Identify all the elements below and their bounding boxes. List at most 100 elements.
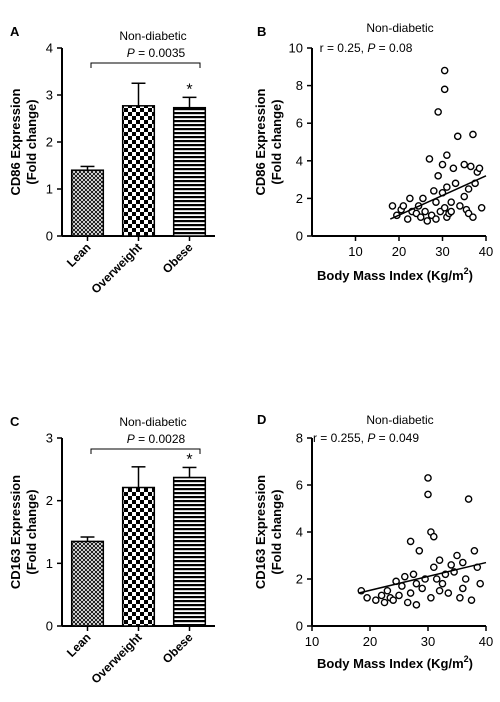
y-tick-label: 2 bbox=[296, 572, 303, 587]
y-tick-label: 8 bbox=[296, 78, 303, 93]
scatter-point bbox=[466, 162, 475, 171]
scatter-point bbox=[464, 495, 473, 503]
panel-D-scatter-plot: 0 2 4 6 8 CD163 Expression (Fold change) D Non-d… bbox=[253, 412, 493, 671]
scatter-point bbox=[469, 213, 477, 221]
x-axis-label: Body Mass Index (Kg/m2) bbox=[317, 266, 473, 283]
panel-title: Non-diabetic bbox=[366, 21, 433, 35]
scatter-point bbox=[406, 194, 414, 203]
x-tick-label-group: Obese bbox=[160, 240, 196, 276]
y-axis-label-line2: (Fold change) bbox=[269, 99, 284, 184]
y-tick-label: 6 bbox=[296, 116, 303, 131]
scatter-point bbox=[443, 151, 451, 159]
panel-letter: C bbox=[10, 414, 20, 429]
bar-obese bbox=[172, 476, 207, 627]
x-tick-label-group: Overweight bbox=[89, 240, 145, 296]
scatter-point bbox=[377, 591, 386, 600]
scatter-point bbox=[435, 556, 444, 565]
scatter-point bbox=[412, 579, 421, 588]
scatter-point bbox=[469, 130, 477, 139]
y-axis-label-line1: CD163 Expression bbox=[8, 475, 23, 589]
scatter-point bbox=[423, 217, 432, 225]
y-tick-label: 4 bbox=[46, 41, 53, 56]
scatter-point bbox=[438, 579, 447, 588]
y-tick-label: 0 bbox=[296, 229, 303, 244]
scatter-point bbox=[412, 601, 421, 609]
x-tick-label: 30 bbox=[421, 634, 435, 649]
scatter-point bbox=[389, 596, 398, 604]
x-tick-label-group: Obese bbox=[160, 630, 196, 666]
scatter-point bbox=[418, 584, 427, 593]
x-tick-label: 20 bbox=[392, 244, 406, 259]
y-axis-label-line1: CD86 Expression bbox=[253, 88, 268, 195]
scatter-point bbox=[475, 164, 484, 173]
y-axis-label: CD163 Expression (Fold change) bbox=[8, 475, 39, 589]
panel-B-scatter-plot: 0 2 4 6 8 10 CD86 Expression (Fold change) B Non-… bbox=[253, 21, 493, 283]
scatter-point bbox=[467, 596, 476, 604]
scatter-point bbox=[415, 547, 424, 555]
scatter-point bbox=[440, 85, 449, 94]
scatter-point bbox=[429, 187, 438, 195]
bar-overweight bbox=[121, 486, 156, 627]
scatter-point bbox=[371, 596, 380, 604]
scatter-point bbox=[456, 202, 464, 210]
scatter-point bbox=[432, 575, 441, 583]
x-tick-label: 40 bbox=[479, 244, 493, 259]
scatter-point bbox=[458, 584, 467, 593]
panel-C-bar-chart: 0 1 2 3 CD163 Expression (Fold change) C Non-di… bbox=[8, 414, 215, 686]
x-tick-label: 40 bbox=[479, 634, 493, 649]
x-tick-label: Lean bbox=[64, 240, 94, 270]
scatter-point bbox=[447, 198, 456, 206]
scatter-point bbox=[434, 172, 442, 180]
scatter-point bbox=[461, 575, 470, 583]
y-tick-label: 0 bbox=[296, 619, 303, 634]
scatter-point bbox=[451, 179, 460, 188]
y-axis-label-line2: (Fold change) bbox=[269, 489, 284, 574]
scatter-point bbox=[419, 194, 427, 203]
y-axis-label: CD163 Expression (Fold change) bbox=[253, 475, 284, 589]
scatter-point bbox=[440, 203, 449, 212]
scatter-point bbox=[425, 155, 434, 163]
scatter-point bbox=[421, 207, 429, 216]
scatter-point bbox=[476, 579, 485, 588]
scatter-point bbox=[440, 66, 449, 75]
scatter-point bbox=[443, 183, 451, 191]
scatter-point bbox=[363, 594, 371, 602]
bar-lean bbox=[70, 540, 105, 627]
y-tick-label: 0 bbox=[46, 619, 53, 634]
y-tick-label: 6 bbox=[296, 478, 303, 493]
scatter-point bbox=[438, 160, 447, 169]
stat-label: P = 0.0028 bbox=[127, 432, 186, 446]
x-tick-label: 20 bbox=[363, 634, 377, 649]
scatter-point bbox=[477, 203, 486, 212]
stat-label: r = 0.25, P = 0.08 bbox=[320, 41, 413, 55]
panel-letter: A bbox=[10, 24, 20, 39]
panel-letter: B bbox=[257, 24, 266, 39]
scatter-point bbox=[464, 185, 473, 193]
y-axis-label-line1: CD163 Expression bbox=[253, 475, 268, 589]
y-tick-label: 1 bbox=[46, 556, 53, 571]
scatter-point bbox=[388, 202, 397, 210]
y-tick-label: 10 bbox=[289, 41, 303, 56]
x-tick-label-group: Lean bbox=[64, 630, 94, 660]
scatter-point bbox=[435, 586, 444, 595]
x-tick-label: Lean bbox=[64, 630, 94, 660]
y-axis-label-line1: CD86 Expression bbox=[8, 88, 23, 195]
stat-label: r = 0.255, P = 0.049 bbox=[313, 431, 419, 445]
scatter-point bbox=[429, 563, 438, 572]
scatter-point bbox=[380, 598, 389, 607]
panel-title: Non-diabetic bbox=[366, 413, 433, 427]
y-tick-label: 2 bbox=[296, 191, 303, 206]
x-tick-label: Overweight bbox=[89, 630, 145, 686]
bar-lean bbox=[70, 169, 105, 237]
x-tick-label: Overweight bbox=[89, 240, 145, 296]
y-tick-label: 2 bbox=[46, 135, 53, 150]
x-tick-label: 30 bbox=[435, 244, 449, 259]
x-tick-label-group: Lean bbox=[64, 240, 94, 270]
scatter-point bbox=[424, 474, 432, 482]
y-tick-label: 8 bbox=[296, 431, 303, 446]
panel-title: Non-diabetic bbox=[119, 415, 186, 429]
comparison-bracket bbox=[90, 448, 201, 454]
scatter-point bbox=[406, 537, 415, 546]
panel-A-bar-chart: 0 1 2 3 4 CD86 Expression (Fold change) A Non-di… bbox=[8, 24, 215, 296]
